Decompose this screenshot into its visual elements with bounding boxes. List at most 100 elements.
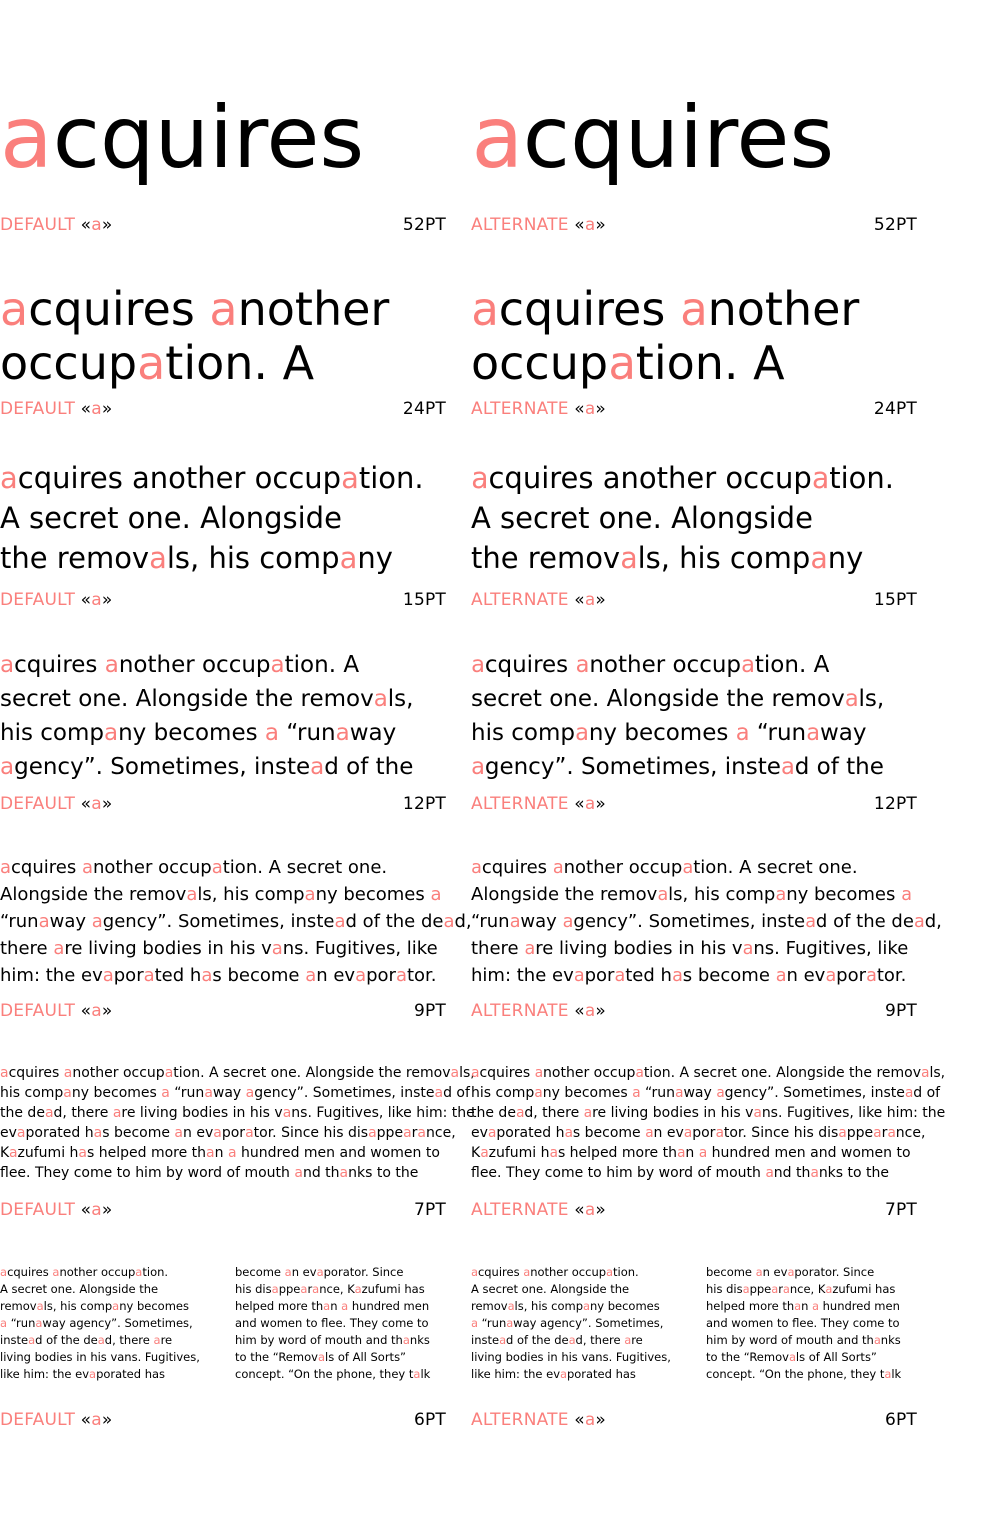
highlighted-a-glyph: a [534, 1065, 544, 1081]
glyph-a: a [584, 1200, 596, 1220]
glyph-indicator: «a» [75, 215, 113, 235]
text-segment: s become [102, 1125, 175, 1141]
highlighted-a-glyph: a [825, 1282, 833, 1296]
text-line: concept. “On the phone, they talk [235, 1366, 440, 1383]
text-segment: ppe [749, 1282, 772, 1296]
specimen-caption: ALTERNATE «a» 12PT [471, 793, 917, 815]
highlighted-a-glyph: a [682, 857, 694, 878]
highlighted-a-glyph: a [608, 336, 636, 390]
highlighted-a-glyph: a [0, 88, 53, 188]
highlighted-a-glyph: a [534, 1085, 543, 1101]
highlighted-a-glyph: a [873, 1333, 881, 1347]
text-segment: his dis [235, 1282, 272, 1296]
highlighted-a-glyph: a [8, 1145, 18, 1161]
text-segment: K [471, 1145, 481, 1161]
text-line: him by word of mouth and thanks [235, 1332, 440, 1349]
glyph-a: a [584, 399, 596, 419]
text-line: him: the evaporated has become an evapor… [471, 962, 941, 989]
highlighted-a-glyph: a [614, 965, 626, 986]
glyph-a: a [584, 590, 596, 610]
point-size-label: 7PT [413, 1200, 446, 1220]
highlighted-a-glyph: a [499, 1333, 506, 1347]
text-segment: way [212, 1085, 246, 1101]
text-line: removals, his company becomes [471, 1298, 676, 1315]
highlighted-a-glyph: a [28, 1333, 36, 1347]
text-segment: cquires another occup [488, 461, 812, 495]
text-segment: “run [169, 1085, 205, 1101]
text-segment: porator. Since [323, 1265, 404, 1279]
specimen-caption: DEFAULT «a» 15PT [0, 589, 446, 611]
specimen-text: acquires another occupation. A [471, 282, 941, 390]
text-segment: n [330, 1299, 342, 1313]
text-segment: s helped more th [87, 1145, 207, 1161]
highlighted-a-glyph: a [53, 938, 65, 959]
text-segment: tion. [142, 1265, 169, 1279]
text-segment: “run [749, 720, 807, 746]
text-segment: cquires [484, 652, 576, 678]
text-line: his company becomes a “runaway [471, 716, 941, 750]
text-line: his company becomes a “runaway agency”. … [471, 1083, 941, 1103]
text-segment: nother occup [118, 652, 271, 678]
text-segment: the remov [471, 541, 621, 575]
text-segment: ls, [387, 686, 414, 712]
text-segment: porated has [566, 1367, 636, 1381]
text-segment: d, [924, 911, 942, 932]
text-segment: hundred men and women to [236, 1145, 440, 1161]
specimen-caption: ALTERNATE «a» 52PT [471, 214, 917, 236]
text-segment: r [307, 1282, 313, 1296]
highlighted-a-glyph: a [0, 754, 15, 780]
text-segment: ns. Fugitives, like him: the [761, 1105, 946, 1121]
text-line: the removals, his company [471, 538, 941, 578]
variant-label: ALTERNATE [471, 590, 569, 610]
text-segment: d, there [524, 1105, 584, 1121]
text-line: Alongside the removals, his company beco… [471, 881, 941, 908]
highlighted-a-glyph: a [787, 1265, 795, 1279]
specimen-24pt: acquires another occupation. A [471, 282, 941, 390]
text-segment: his comp [0, 720, 104, 746]
variant-label: ALTERNATE [471, 1200, 569, 1220]
text-line: acquires another occupation. [0, 1264, 205, 1281]
text-line: acquires another [0, 282, 470, 336]
glyph-indicator: «a» [568, 1001, 606, 1021]
highlighted-a-glyph: a [161, 1085, 170, 1101]
specimen-caption: ALTERNATE «a» 7PT [471, 1199, 917, 1221]
highlighted-a-glyph: a [143, 965, 155, 986]
text-segment: ns. Fugitives, like [282, 938, 438, 959]
highlighted-a-glyph: a [838, 1125, 847, 1141]
highlighted-a-glyph: a [904, 1085, 914, 1101]
point-size-label: 15PT [873, 590, 917, 610]
text-segment: tion. [829, 461, 895, 495]
glyph-indicator: «a» [568, 1200, 606, 1220]
highlighted-a-glyph: a [304, 884, 316, 905]
text-subcolumn: acquires another occupation. A secret one… [471, 1264, 676, 1383]
text-segment: cquires [8, 1065, 64, 1081]
text-segment: become [706, 1265, 756, 1279]
highlighted-a-glyph: a [742, 938, 754, 959]
text-segment: porated h [25, 1125, 94, 1141]
text-segment: cquires [498, 282, 680, 336]
highlighted-a-glyph: a [471, 88, 523, 188]
highlighted-a-glyph: a [805, 911, 816, 932]
text-line: acquires another occupation. [471, 1264, 676, 1281]
highlighted-a-glyph: a [471, 461, 489, 495]
text-segment: re living bodies in his v [535, 938, 743, 959]
highlighted-a-glyph: a [335, 720, 350, 746]
highlighted-a-glyph: a [887, 1125, 896, 1141]
text-segment: por [836, 965, 867, 986]
text-segment: cquires [522, 88, 835, 188]
text-segment: n ev [653, 1125, 684, 1141]
highlighted-a-glyph: a [300, 1282, 308, 1296]
text-segment: tor. Since his dis [723, 1125, 839, 1141]
highlighted-a-glyph: a [403, 1125, 412, 1141]
text-line: living bodies in his vans. Fugitives, [471, 1349, 676, 1366]
text-segment: occup [471, 336, 609, 390]
text-segment: gency”. Sometimes, inste [724, 1085, 905, 1101]
text-segment: way agency”. Sometimes, [42, 1316, 193, 1330]
text-segment: d, there [104, 1333, 154, 1347]
text-line: acquires another occupation. [0, 458, 470, 498]
text-segment: tion. A secret one. Alongside the remov [643, 1065, 922, 1081]
text-subcolumn: become an evaporator. Since his disappear… [235, 1264, 440, 1383]
text-segment: concept. “On the phone, they t [235, 1367, 414, 1381]
specimen-caption: ALTERNATE «a» 6PT [471, 1409, 917, 1431]
